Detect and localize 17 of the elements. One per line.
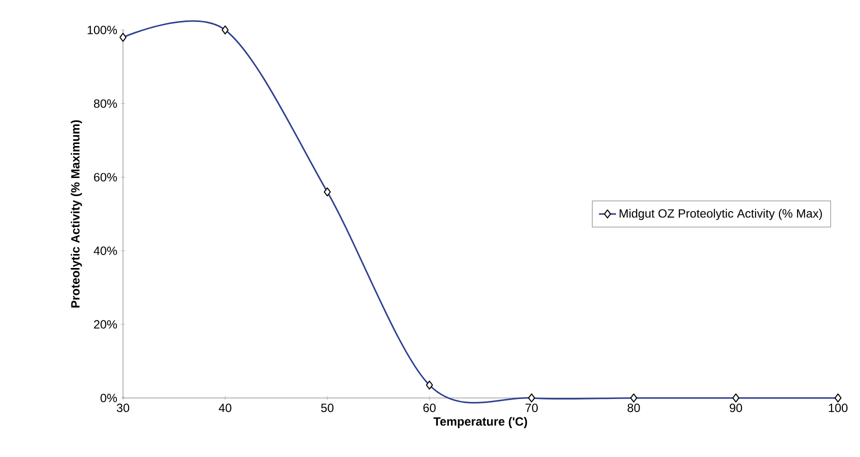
x-tick-label: 90 [730,404,742,412]
y-axis-title: Proteolytic Activity (% Maximum) [70,120,82,308]
legend-label: Midgut OZ Proteolytic Activity (% Max) [620,208,822,220]
y-tick-label: 100% [88,26,117,34]
x-tick-label: 40 [218,404,232,412]
y-tick-label: 0% [100,394,117,402]
x-axis-title: Temperature ('C) [434,416,528,428]
y-tick-label: 80% [94,99,117,108]
x-tick-label: 70 [526,404,538,412]
y-tick-label: 60% [94,172,117,182]
x-tick-label: 80 [628,404,640,412]
x-tick-label: 100 [828,404,848,412]
x-tick-label: 50 [321,404,334,412]
x-tick-label: 30 [116,404,130,412]
y-tick-label: 20% [94,320,117,329]
x-tick-label: 60 [423,404,436,412]
y-tick-label: 40% [94,246,117,256]
